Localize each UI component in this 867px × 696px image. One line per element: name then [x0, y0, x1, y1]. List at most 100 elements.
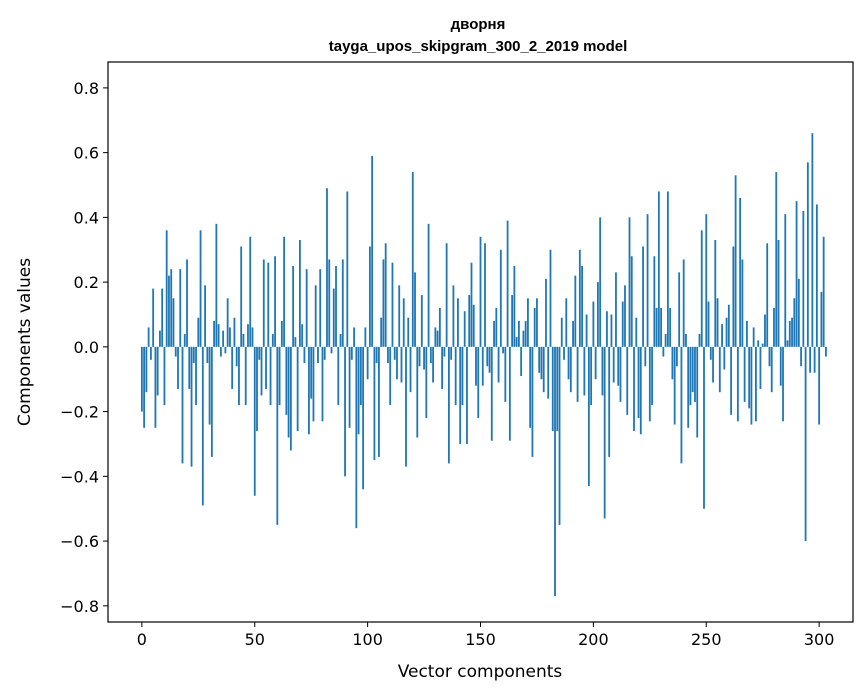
bar	[387, 346, 389, 364]
bar	[736, 346, 739, 422]
bar	[213, 320, 216, 347]
bar	[224, 346, 227, 354]
bar	[766, 243, 769, 347]
bar	[400, 346, 403, 383]
bar	[563, 346, 565, 360]
bar	[420, 295, 423, 347]
bar	[745, 320, 748, 347]
bar	[506, 220, 509, 347]
bar	[820, 291, 823, 347]
bar	[330, 346, 333, 354]
bar	[540, 346, 543, 380]
bar	[168, 275, 170, 347]
bar	[547, 346, 550, 399]
bar	[517, 320, 520, 347]
bar	[788, 320, 791, 347]
bar	[542, 346, 545, 393]
bar	[317, 346, 319, 364]
bar	[676, 346, 678, 367]
bar	[362, 346, 365, 490]
bar	[545, 278, 547, 347]
bar	[174, 346, 177, 357]
bar	[716, 298, 719, 347]
x-tick-label: 100	[352, 630, 383, 649]
y-tick-label: −0.2	[60, 403, 99, 422]
bar	[806, 162, 809, 347]
bar	[637, 346, 640, 419]
bar	[750, 346, 753, 425]
bar	[305, 269, 308, 347]
bar	[691, 346, 694, 393]
bar	[341, 259, 344, 347]
bar	[558, 346, 561, 525]
x-tick-label: 50	[245, 630, 265, 649]
bar	[486, 346, 489, 367]
bar	[301, 324, 304, 347]
chart-subtitle: tayga_upos_skipgram_300_2_2019 model	[329, 38, 628, 55]
bar	[624, 285, 626, 347]
bar	[644, 346, 647, 367]
bar	[488, 346, 491, 373]
bar	[323, 346, 326, 360]
bar	[533, 308, 536, 347]
bar	[346, 191, 349, 347]
bar	[235, 346, 238, 367]
bar	[143, 346, 146, 428]
bar	[574, 275, 577, 347]
bar	[375, 346, 378, 364]
bar	[429, 346, 432, 364]
bar	[152, 288, 155, 347]
bar	[199, 230, 202, 347]
bar	[626, 346, 629, 415]
bar	[536, 298, 538, 347]
bar	[718, 346, 721, 393]
bar	[226, 298, 229, 347]
bar	[815, 204, 818, 347]
bar	[447, 346, 450, 464]
bar	[504, 346, 507, 402]
bar	[298, 240, 301, 347]
bar	[538, 346, 541, 373]
bar	[800, 346, 802, 367]
bar	[186, 259, 188, 347]
bar	[475, 346, 477, 386]
bar	[461, 346, 464, 406]
bar	[822, 236, 825, 347]
bar	[159, 330, 161, 347]
bar	[434, 327, 437, 347]
bar	[240, 246, 243, 347]
bar	[163, 346, 166, 406]
bar	[452, 285, 455, 347]
bar	[522, 330, 525, 347]
x-axis-ticks: 0 50 100 150 200 250 300	[137, 622, 834, 649]
bar	[653, 256, 656, 347]
bar	[734, 175, 737, 347]
bar	[490, 346, 493, 441]
bar	[759, 346, 762, 389]
bar	[283, 236, 285, 347]
bar	[371, 155, 374, 347]
y-tick-label: 0.8	[74, 79, 99, 98]
bar	[242, 333, 245, 347]
bar	[172, 298, 175, 347]
bar	[326, 188, 328, 347]
bar	[752, 327, 755, 347]
bar	[797, 278, 800, 347]
bar	[260, 346, 263, 396]
bar	[628, 217, 631, 347]
bar	[441, 346, 444, 389]
bar	[380, 317, 383, 347]
bar	[258, 346, 261, 360]
bar	[554, 346, 556, 597]
bar	[179, 269, 182, 347]
bar	[355, 346, 358, 529]
bar	[314, 285, 317, 347]
bar	[484, 243, 486, 347]
bar	[405, 346, 407, 467]
bar	[384, 243, 387, 347]
bar	[364, 327, 367, 347]
bar	[725, 317, 728, 347]
bar	[177, 346, 179, 389]
bar	[414, 272, 416, 347]
bar	[402, 298, 405, 347]
